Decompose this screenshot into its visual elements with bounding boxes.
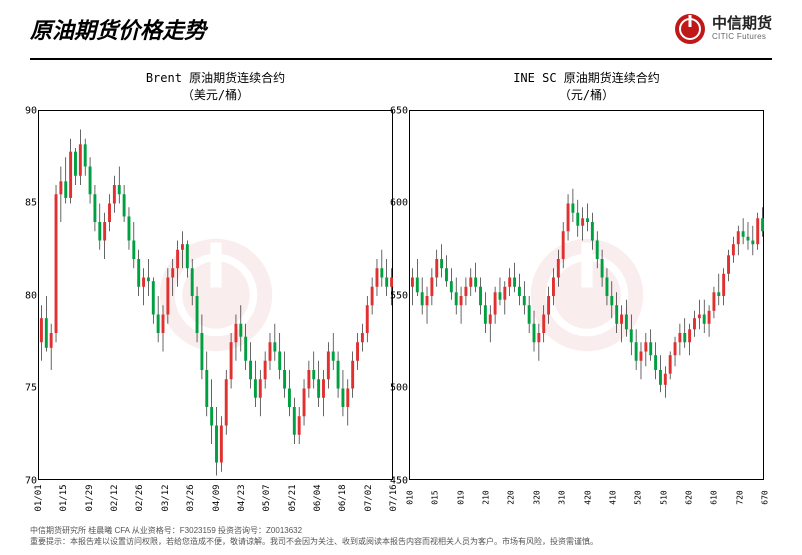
chart2-wrap: INE SC 原油期货连续合约 （元/桶） 450500550600650010… <box>401 70 772 480</box>
chart1-box: 707580859001/0101/1501/2902/1202/2603/12… <box>38 110 393 480</box>
chart2-box: 4505005506006500100150192102203203104204… <box>409 110 764 480</box>
header: 原油期货价格走势 中信期货 CITIC Futures <box>30 0 772 60</box>
chart1-title: Brent 原油期货连续合约 （美元/桶） <box>146 70 285 104</box>
footer-line2: 重要提示：本报告难以设置访问权限，若给您造成不便，敬请谅解。我司不会因为关注、收… <box>30 536 772 547</box>
citic-logo-icon <box>674 13 706 45</box>
logo-cn: 中信期货 <box>712 16 772 33</box>
logo-en: CITIC Futures <box>712 33 772 42</box>
logo-text: 中信期货 CITIC Futures <box>712 16 772 41</box>
footer-line1: 中信期货研究所 桂晨曦 CFA 从业资格号：F3023159 投资咨询号：Z00… <box>30 525 772 536</box>
chart1-wrap: Brent 原油期货连续合约 （美元/桶） 707580859001/0101/… <box>30 70 401 480</box>
page-title: 原油期货价格走势 <box>30 13 206 45</box>
charts-row: Brent 原油期货连续合约 （美元/桶） 707580859001/0101/… <box>0 60 802 480</box>
footer: 中信期货研究所 桂晨曦 CFA 从业资格号：F3023159 投资咨询号：Z00… <box>30 525 772 547</box>
chart2-title: INE SC 原油期货连续合约 （元/桶） <box>513 70 660 104</box>
logo: 中信期货 CITIC Futures <box>674 13 772 45</box>
